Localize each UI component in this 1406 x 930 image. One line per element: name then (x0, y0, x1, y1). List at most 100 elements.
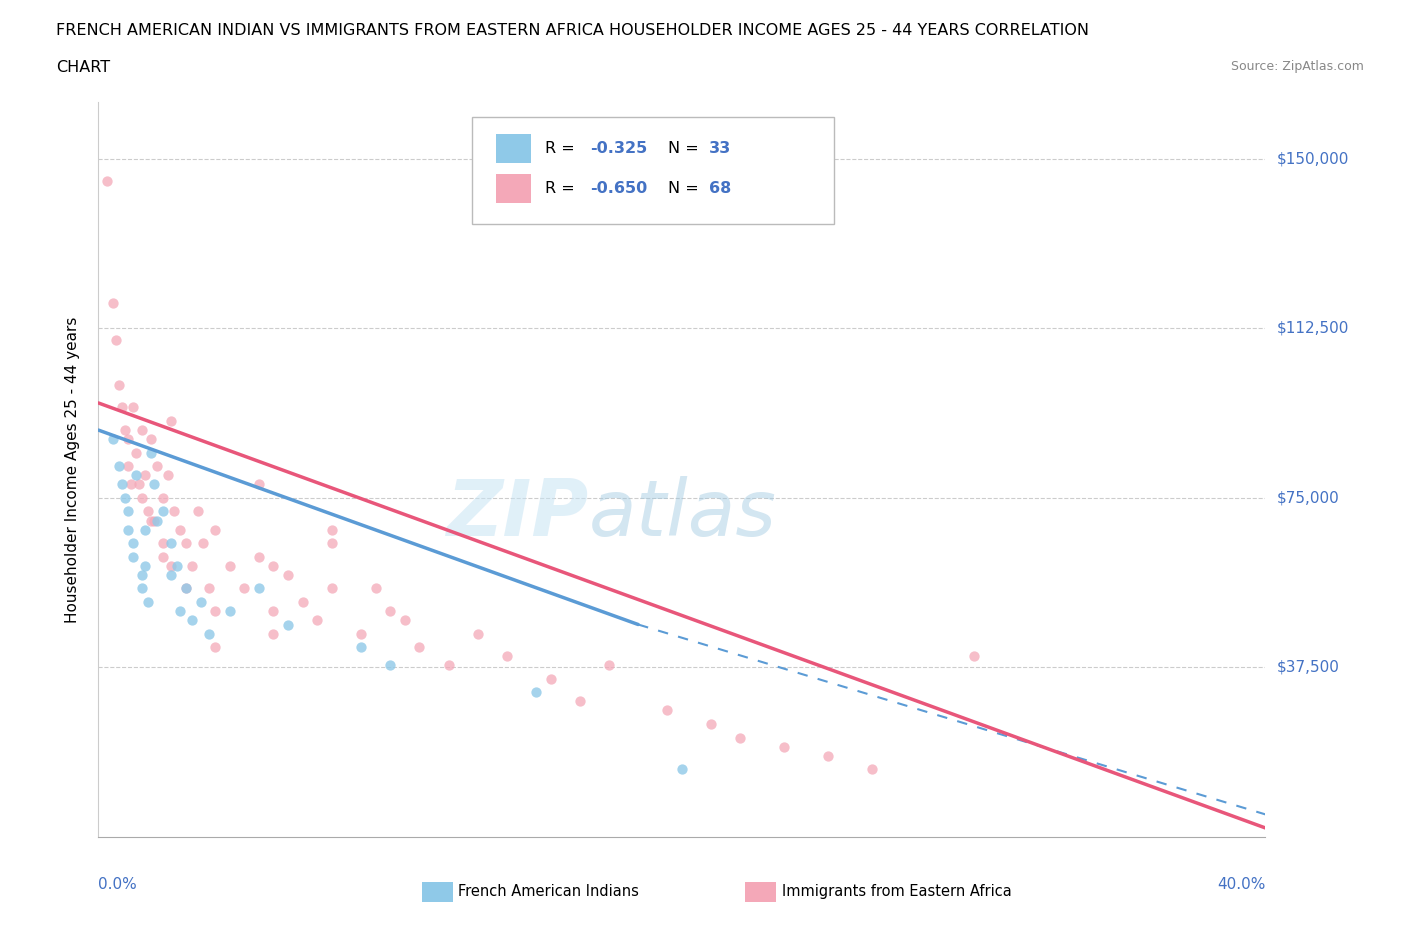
Point (773, 739, 796, 754)
Text: Immigrants from Eastern Africa: Immigrants from Eastern Africa (782, 884, 1011, 899)
Point (380, 658, 402, 672)
Point (350, 626, 373, 641)
Point (160, 536, 183, 551)
Point (117, 522, 139, 537)
Text: $75,000: $75,000 (1277, 490, 1340, 505)
Point (136, 594, 159, 609)
Point (131, 581, 153, 596)
Point (120, 477, 142, 492)
Point (247, 550, 270, 565)
Text: -0.325: -0.325 (589, 141, 647, 156)
Point (96, 174, 118, 189)
Point (380, 604, 402, 618)
Point (111, 477, 134, 492)
Point (163, 504, 186, 519)
Point (152, 504, 174, 519)
Text: $150,000: $150,000 (1277, 152, 1348, 166)
Point (134, 522, 156, 537)
Point (174, 581, 197, 596)
Point (540, 671, 562, 686)
Point (174, 581, 197, 596)
Y-axis label: Householder Income Ages 25 - 44 years: Householder Income Ages 25 - 44 years (65, 316, 80, 623)
Point (598, 658, 620, 672)
Text: N =: N = (668, 141, 704, 156)
Point (394, 613, 416, 628)
Point (291, 594, 314, 609)
Point (321, 522, 343, 537)
Point (131, 422, 153, 437)
Bar (496, 134, 531, 164)
Point (437, 658, 460, 672)
Point (524, 684, 547, 699)
Point (131, 490, 153, 505)
Point (408, 640, 430, 655)
Point (962, 649, 984, 664)
Bar (496, 174, 531, 203)
Point (101, 296, 124, 311)
Text: -0.650: -0.650 (589, 180, 647, 195)
Point (146, 513, 169, 528)
Point (568, 694, 591, 709)
Point (125, 445, 148, 460)
Point (262, 626, 284, 641)
Point (134, 558, 156, 573)
Text: Source: ZipAtlas.com: Source: ZipAtlas.com (1230, 60, 1364, 73)
Point (104, 332, 127, 347)
Point (117, 458, 139, 473)
Point (142, 513, 165, 528)
Point (204, 604, 226, 618)
Point (193, 536, 215, 551)
Text: atlas: atlas (589, 476, 776, 551)
Point (160, 567, 183, 582)
Point (117, 504, 139, 519)
Text: CHART: CHART (56, 60, 110, 75)
Point (247, 477, 270, 492)
Point (111, 400, 134, 415)
Text: 68: 68 (709, 180, 731, 195)
Point (204, 522, 226, 537)
Point (700, 716, 723, 731)
Point (122, 536, 145, 551)
Point (262, 604, 284, 618)
Point (117, 432, 139, 446)
Point (160, 558, 183, 573)
Point (218, 558, 240, 573)
Text: 40.0%: 40.0% (1218, 877, 1265, 893)
Point (108, 378, 131, 392)
Point (122, 400, 145, 415)
Point (307, 613, 329, 628)
Text: $112,500: $112,500 (1277, 321, 1348, 336)
Point (136, 504, 159, 519)
Point (233, 581, 256, 596)
Point (139, 432, 162, 446)
Point (180, 613, 202, 628)
Point (152, 490, 174, 505)
Point (467, 626, 489, 641)
Point (350, 640, 373, 655)
Point (277, 567, 299, 582)
Point (277, 618, 299, 632)
Point (139, 513, 162, 528)
Point (142, 477, 165, 492)
Text: French American Indians: French American Indians (458, 884, 640, 899)
Point (128, 477, 150, 492)
Point (817, 748, 839, 763)
Text: N =: N = (668, 180, 704, 195)
Point (169, 604, 191, 618)
Point (134, 468, 156, 483)
Point (262, 558, 284, 573)
Point (114, 422, 136, 437)
Text: R =: R = (546, 180, 581, 195)
Point (321, 581, 343, 596)
Point (169, 522, 191, 537)
Point (101, 432, 124, 446)
Point (157, 468, 180, 483)
FancyBboxPatch shape (472, 117, 834, 223)
Text: R =: R = (546, 141, 581, 156)
Point (139, 445, 162, 460)
Point (204, 640, 226, 655)
Text: FRENCH AMERICAN INDIAN VS IMMIGRANTS FROM EASTERN AFRICA HOUSEHOLDER INCOME AGES: FRENCH AMERICAN INDIAN VS IMMIGRANTS FRO… (56, 23, 1090, 38)
Point (671, 762, 693, 777)
Point (114, 490, 136, 505)
Text: 0.0%: 0.0% (98, 877, 138, 893)
